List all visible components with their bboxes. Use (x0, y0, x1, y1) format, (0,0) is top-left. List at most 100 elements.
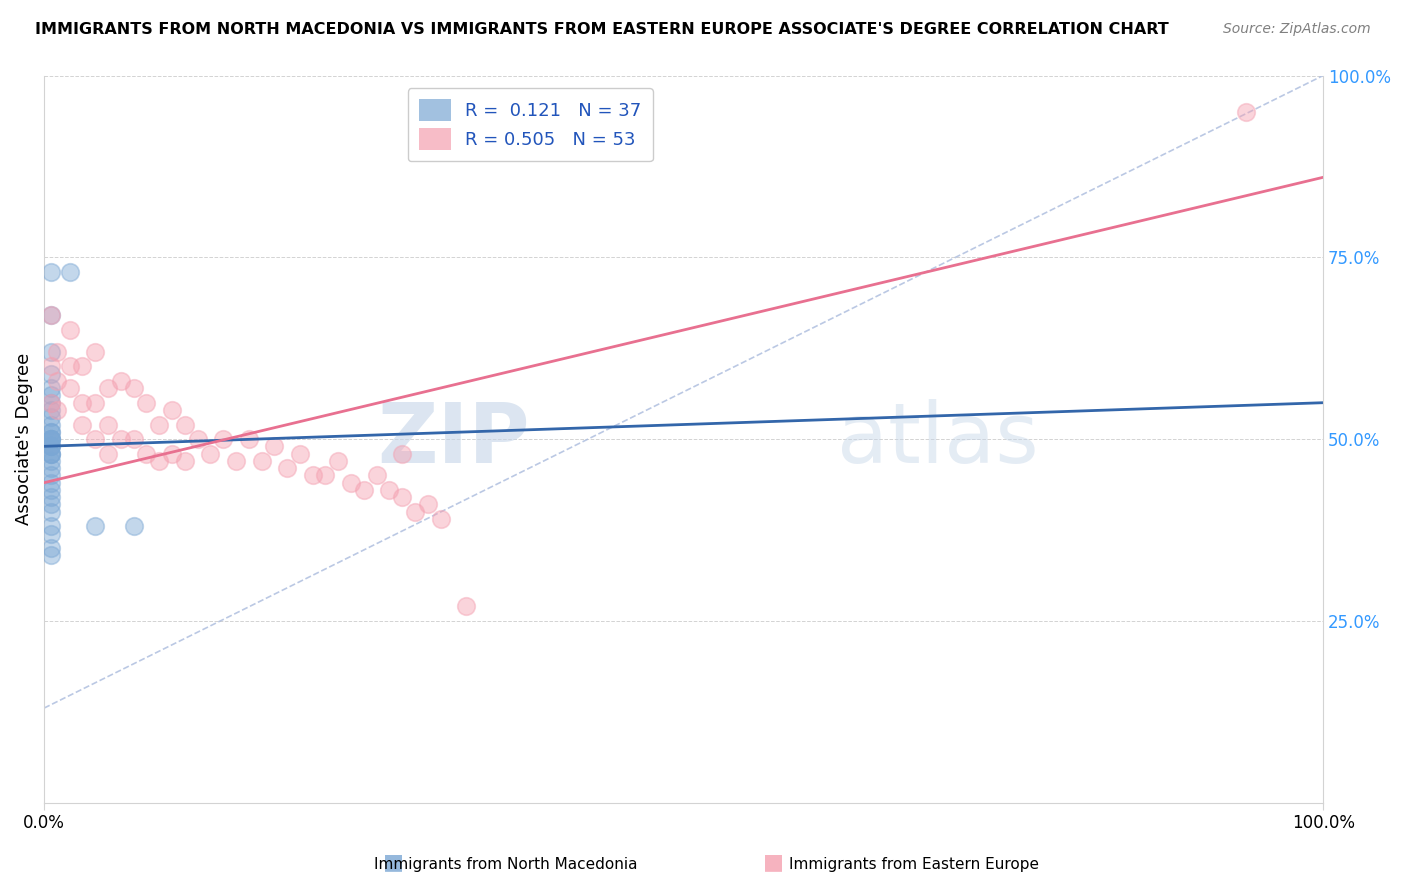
Point (39, 359, 62, 374)
Y-axis label: Associate's Degree: Associate's Degree (15, 353, 32, 525)
Point (39, 344, 62, 359)
Point (39, 432, 62, 446)
Point (97, 381, 120, 395)
Legend: R =  0.121   N = 37, R = 0.505   N = 53: R = 0.121 N = 37, R = 0.505 N = 53 (408, 88, 652, 161)
Point (135, 447, 157, 461)
Point (315, 468, 337, 483)
Point (288, 447, 311, 461)
Point (39, 417, 62, 432)
Point (122, 381, 145, 395)
Point (160, 447, 183, 461)
Point (84, 344, 107, 359)
Text: ZIP: ZIP (378, 399, 530, 480)
Point (39, 432, 62, 446)
Point (59, 265, 82, 279)
Point (110, 374, 132, 388)
Point (238, 432, 260, 446)
Point (353, 483, 375, 497)
Point (225, 454, 247, 468)
Point (122, 432, 145, 446)
Point (39, 309, 62, 323)
Point (39, 461, 62, 475)
Point (39, 447, 62, 461)
Point (59, 359, 82, 374)
Point (39, 309, 62, 323)
Point (39, 519, 62, 533)
Point (39, 381, 62, 395)
Point (456, 599, 478, 614)
Point (391, 447, 413, 461)
Point (39, 439, 62, 453)
Point (39, 447, 62, 461)
Point (39, 395, 62, 409)
Text: ■: ■ (384, 853, 404, 872)
Point (72, 395, 94, 409)
Point (39, 526, 62, 541)
Text: atlas: atlas (837, 399, 1039, 480)
Point (72, 417, 94, 432)
Point (366, 468, 388, 483)
Point (39, 425, 62, 439)
Text: Immigrants from Eastern Europe: Immigrants from Eastern Europe (789, 857, 1039, 872)
Point (148, 417, 170, 432)
Text: Source: ZipAtlas.com: Source: ZipAtlas.com (1223, 22, 1371, 37)
Point (39, 410, 62, 425)
Point (39, 541, 62, 555)
Point (72, 359, 94, 374)
Point (391, 490, 413, 504)
Point (416, 498, 439, 512)
Point (59, 381, 82, 395)
Point (135, 395, 157, 409)
Point (97, 417, 120, 432)
Point (263, 439, 285, 453)
Point (39, 403, 62, 417)
Point (39, 490, 62, 504)
Point (97, 447, 120, 461)
Point (39, 439, 62, 453)
Point (160, 403, 183, 417)
Point (39, 505, 62, 519)
Point (301, 468, 323, 483)
Point (39, 367, 62, 381)
Point (39, 395, 62, 409)
Point (45, 344, 67, 359)
Point (39, 475, 62, 490)
Point (84, 432, 107, 446)
Point (39, 432, 62, 446)
Point (39, 447, 62, 461)
Point (1234, 104, 1257, 119)
Point (45, 374, 67, 388)
Point (59, 323, 82, 337)
Point (84, 395, 107, 409)
Point (84, 519, 107, 533)
Point (39, 454, 62, 468)
Point (328, 454, 350, 468)
Point (173, 454, 195, 468)
Point (39, 432, 62, 446)
Point (200, 447, 222, 461)
Point (404, 505, 426, 519)
Text: Immigrants from North Macedonia: Immigrants from North Macedonia (374, 857, 638, 872)
Point (429, 512, 451, 526)
Point (39, 439, 62, 453)
Point (340, 475, 363, 490)
Point (39, 483, 62, 497)
Point (250, 454, 273, 468)
Point (39, 468, 62, 483)
Point (148, 454, 170, 468)
Point (212, 432, 235, 446)
Point (276, 461, 298, 475)
Point (45, 403, 67, 417)
Point (39, 498, 62, 512)
Point (39, 549, 62, 563)
Text: ■: ■ (763, 853, 783, 872)
Point (378, 483, 401, 497)
Point (187, 432, 209, 446)
Point (122, 519, 145, 533)
Point (173, 417, 195, 432)
Point (39, 388, 62, 402)
Point (39, 265, 62, 279)
Point (110, 432, 132, 446)
Text: IMMIGRANTS FROM NORTH MACEDONIA VS IMMIGRANTS FROM EASTERN EUROPE ASSOCIATE'S DE: IMMIGRANTS FROM NORTH MACEDONIA VS IMMIG… (35, 22, 1168, 37)
Point (39, 425, 62, 439)
